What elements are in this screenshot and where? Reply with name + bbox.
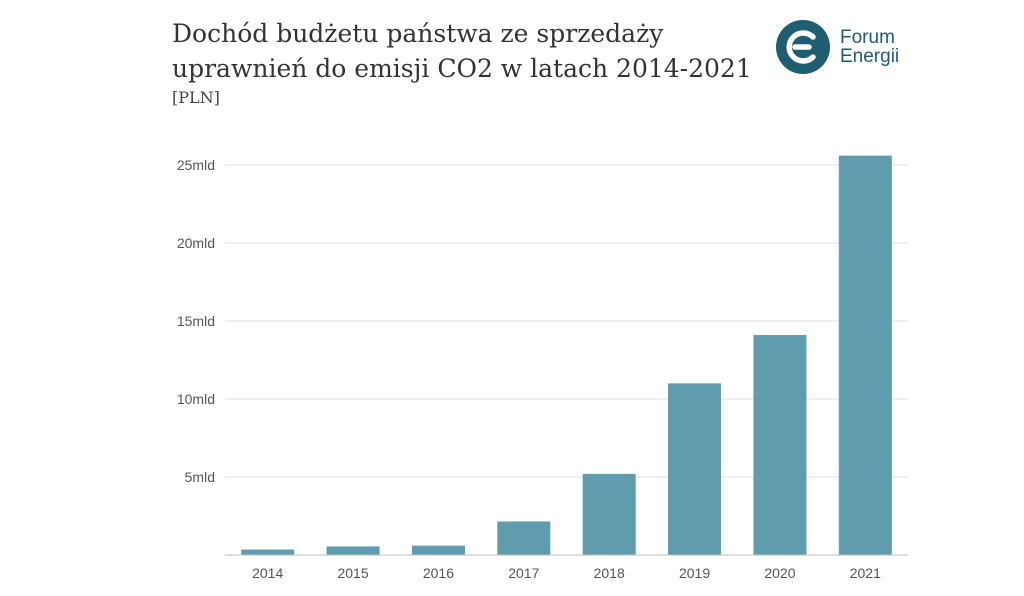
logo-text-energii: Energii xyxy=(840,46,900,67)
x-tick-label-2017: 2017 xyxy=(508,565,539,581)
x-tick-label-2020: 2020 xyxy=(764,565,795,581)
chart-title-line-2: uprawnień do emisji CO2 w latach 2014-20… xyxy=(172,54,752,83)
x-tick-label-2015: 2015 xyxy=(337,565,368,581)
forum-energii-logo-icon xyxy=(776,20,830,74)
y-tick-label-5: 5mld xyxy=(185,469,215,485)
y-tick-label-20: 20mld xyxy=(177,235,215,251)
y-tick-label-15: 15mld xyxy=(177,313,215,329)
x-tick-label-2019: 2019 xyxy=(679,565,710,581)
x-tick-label-2018: 2018 xyxy=(594,565,625,581)
bar-2019 xyxy=(668,383,722,555)
bar-2021 xyxy=(838,155,892,555)
y-tick-label-10: 10mld xyxy=(177,391,215,407)
bar-2014 xyxy=(241,549,295,555)
bar-2017 xyxy=(497,521,551,555)
x-tick-label-2021: 2021 xyxy=(850,565,881,581)
chart-unit-label: [PLN] xyxy=(172,88,220,107)
bar-2015 xyxy=(326,546,380,555)
chart-title: Dochód budżetu państwa ze sprzedaży upra… xyxy=(172,16,772,86)
bar-2020 xyxy=(753,335,807,555)
x-tick-label-2016: 2016 xyxy=(423,565,454,581)
bar-2016 xyxy=(411,545,465,555)
forum-energii-logo: Forum Energii xyxy=(775,19,899,75)
bar-2018 xyxy=(582,473,636,555)
y-tick-label-25: 25mld xyxy=(177,157,215,173)
x-tick-label-2014: 2014 xyxy=(252,565,283,581)
chart-title-line-1: Dochód budżetu państwa ze sprzedaży xyxy=(172,19,664,48)
logo-text-forum: Forum xyxy=(840,27,895,48)
